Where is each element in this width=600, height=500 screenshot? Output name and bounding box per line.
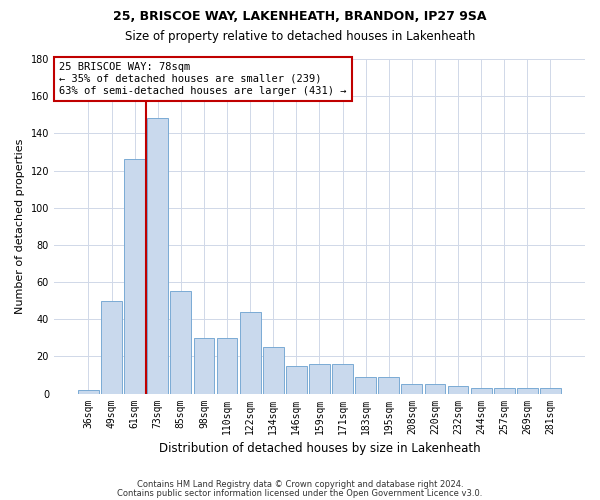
- Bar: [309, 364, 330, 394]
- Bar: [263, 347, 284, 394]
- Text: Contains public sector information licensed under the Open Government Licence v3: Contains public sector information licen…: [118, 488, 482, 498]
- Text: Size of property relative to detached houses in Lakenheath: Size of property relative to detached ho…: [125, 30, 475, 43]
- Bar: [217, 338, 238, 394]
- Bar: [471, 388, 491, 394]
- Text: 25, BRISCOE WAY, LAKENHEATH, BRANDON, IP27 9SA: 25, BRISCOE WAY, LAKENHEATH, BRANDON, IP…: [113, 10, 487, 23]
- Bar: [379, 377, 399, 394]
- Bar: [240, 312, 260, 394]
- Bar: [170, 292, 191, 394]
- Bar: [78, 390, 99, 394]
- Text: 25 BRISCOE WAY: 78sqm
← 35% of detached houses are smaller (239)
63% of semi-det: 25 BRISCOE WAY: 78sqm ← 35% of detached …: [59, 62, 347, 96]
- Bar: [494, 388, 515, 394]
- Bar: [355, 377, 376, 394]
- Bar: [286, 366, 307, 394]
- Bar: [101, 300, 122, 394]
- Bar: [540, 388, 561, 394]
- Bar: [425, 384, 445, 394]
- Bar: [148, 118, 168, 394]
- Bar: [448, 386, 469, 394]
- Y-axis label: Number of detached properties: Number of detached properties: [15, 138, 25, 314]
- Bar: [401, 384, 422, 394]
- Text: Contains HM Land Registry data © Crown copyright and database right 2024.: Contains HM Land Registry data © Crown c…: [137, 480, 463, 489]
- Bar: [124, 160, 145, 394]
- Bar: [517, 388, 538, 394]
- Bar: [332, 364, 353, 394]
- Bar: [194, 338, 214, 394]
- X-axis label: Distribution of detached houses by size in Lakenheath: Distribution of detached houses by size …: [158, 442, 480, 455]
